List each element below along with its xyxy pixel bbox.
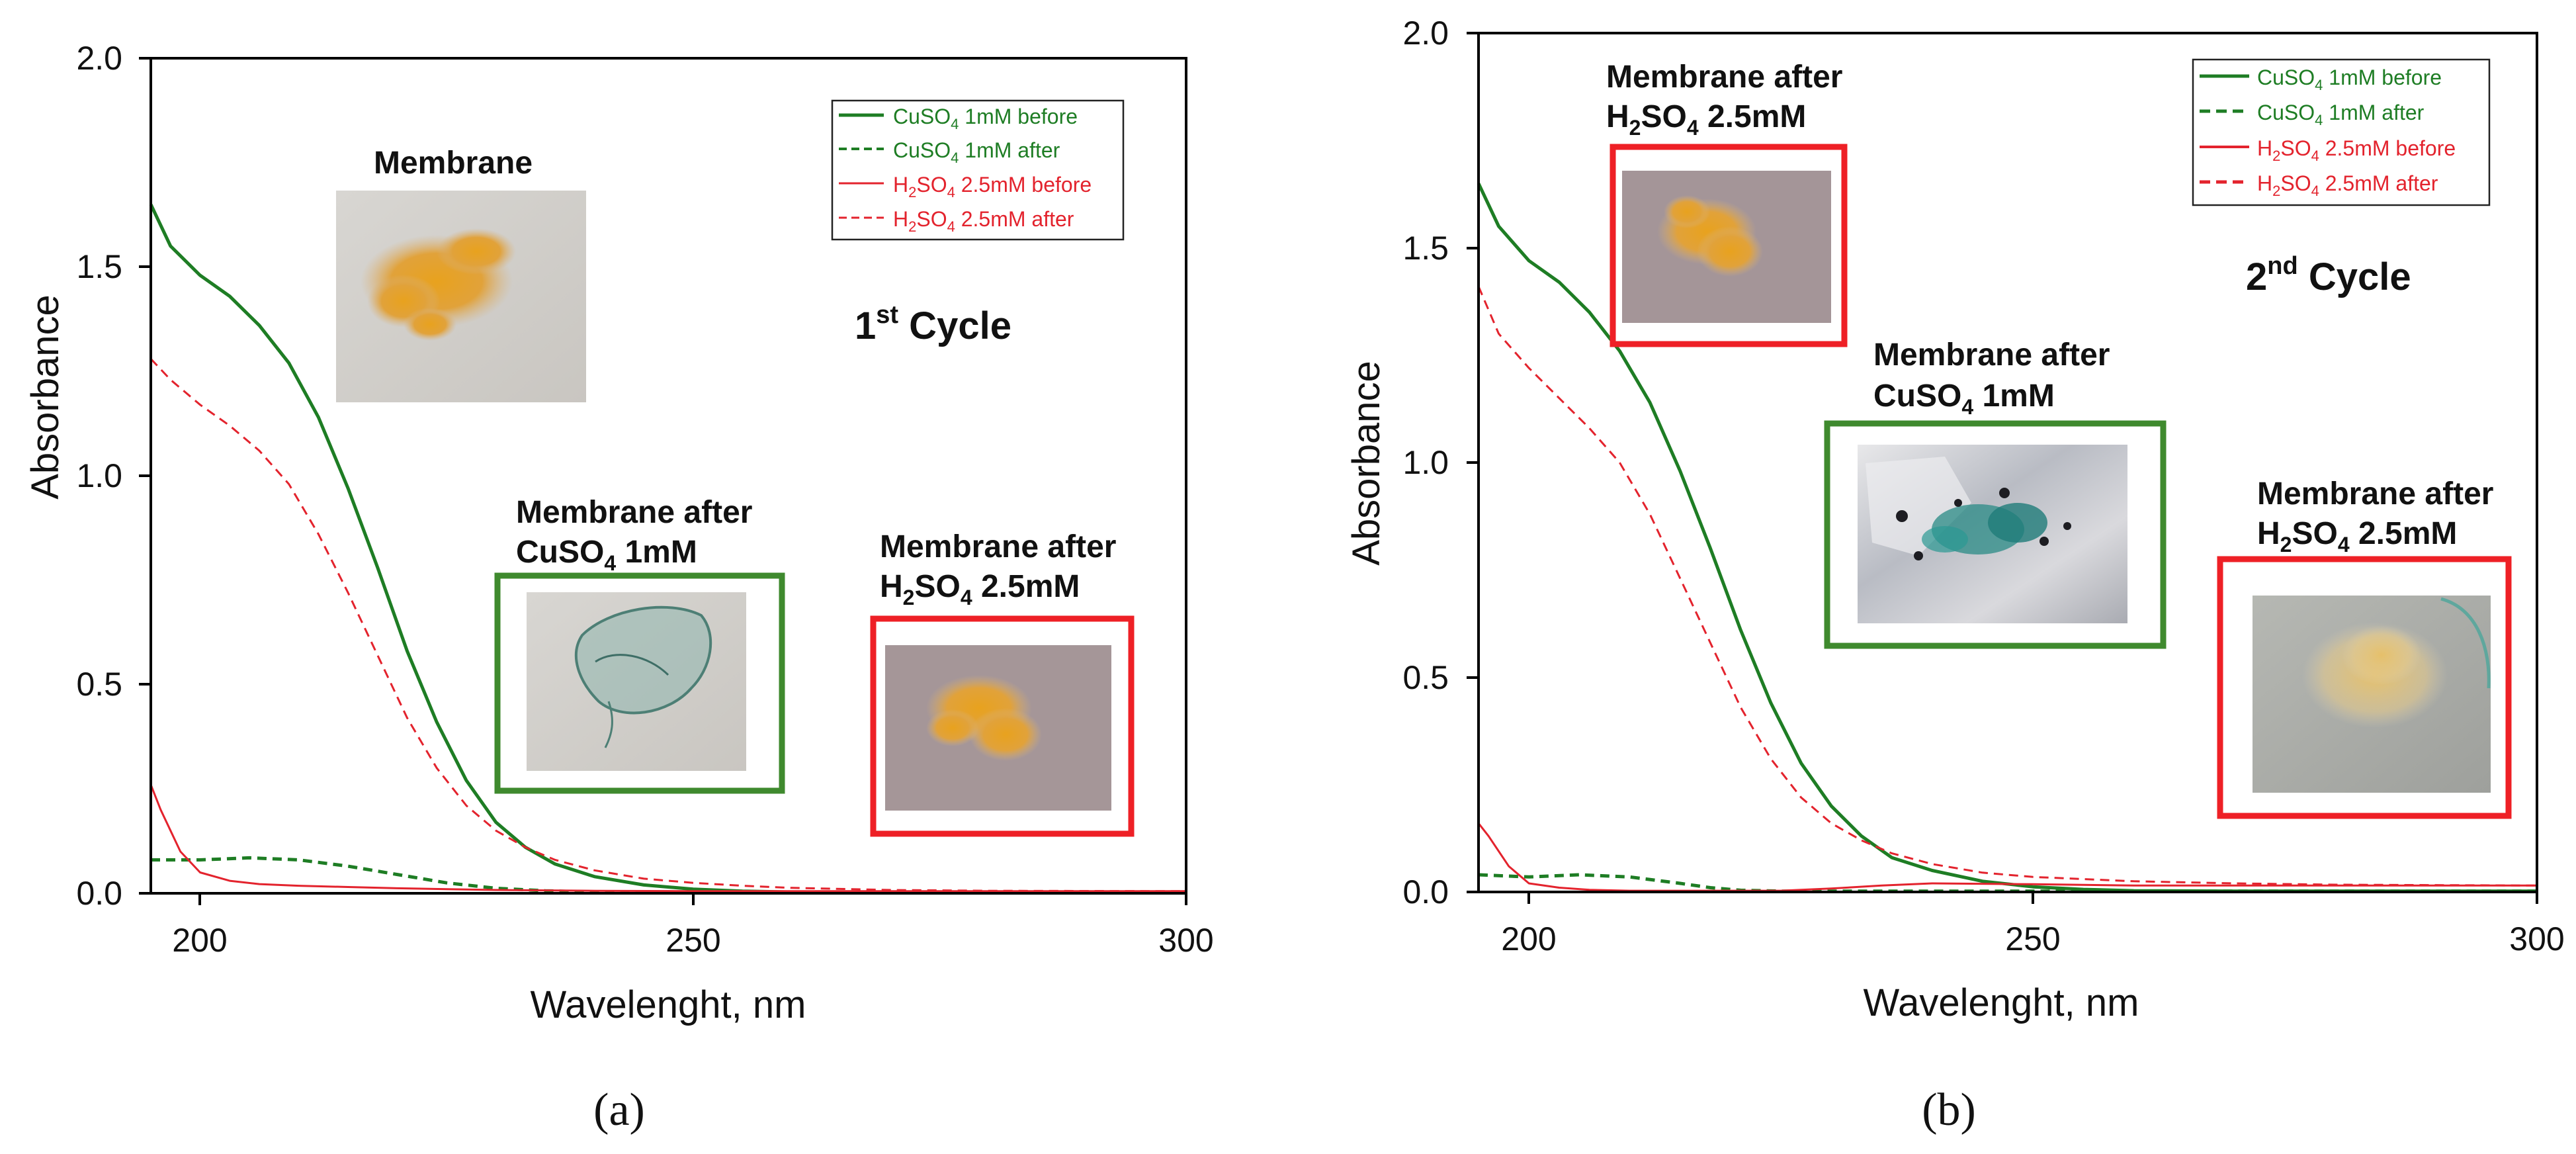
- legend: CuSO4 1mM before CuSO4 1mM after H2SO4 2…: [831, 99, 1125, 241]
- y-tick-label: 1.5: [1402, 230, 1449, 267]
- series-line: [150, 358, 1187, 893]
- inset-title: Membrane after: [1873, 337, 2110, 373]
- y-tick-label: 0.0: [1402, 873, 1449, 910]
- membrane-photo: [336, 191, 586, 402]
- legend-label: CuSO4 1mM before: [893, 105, 1078, 132]
- series-line: [151, 856, 1186, 895]
- inset-membrane-after-cuso4: Membrane after CuSO4 1mM: [1824, 337, 2167, 649]
- cycle-label: 1st Cycle: [855, 301, 1011, 347]
- x-axis-label: Wavelenght, nm: [1864, 981, 2139, 1024]
- x-tick-label: 200: [172, 922, 227, 959]
- y-tick-label: 1.5: [76, 248, 122, 285]
- legend-label: H2SO4 2.5mM before: [893, 173, 1092, 200]
- panel-label: (b): [1922, 1085, 1976, 1135]
- y-tick-label: 0.5: [76, 666, 122, 703]
- y-axis-label: Absorbance: [24, 294, 67, 500]
- y-tick-label: 1.0: [76, 457, 122, 494]
- legend-label: CuSO4 1mM after: [2257, 101, 2425, 128]
- inset-membrane-after-cuso4: Membrane after CuSO4 1mM: [494, 495, 785, 794]
- y-tick-label: 0.0: [76, 875, 122, 912]
- legend-label: CuSO4 1mM after: [893, 138, 1060, 166]
- cycle-label: 2nd Cycle: [2246, 252, 2411, 298]
- y-ticks: [139, 57, 151, 895]
- membrane-after-h2so4-photo: [2253, 596, 2491, 793]
- inset-title: H2SO4 2.5mM: [1606, 99, 1806, 140]
- inset-title: Membrane after: [1606, 60, 1842, 95]
- membrane-after-h2so4-photo: [1622, 171, 1831, 323]
- x-tick-label: 300: [2509, 920, 2564, 957]
- inset-title: Membrane after: [516, 495, 752, 530]
- panel-label: (a): [593, 1085, 645, 1135]
- inset-title: Membrane: [374, 146, 533, 181]
- y-tick-label: 2.0: [76, 40, 122, 77]
- membrane-after-cuso4-photo: [1858, 445, 2127, 623]
- inset-title: CuSO4 1mM: [1873, 378, 2055, 419]
- y-axis-label: Absorbance: [1345, 361, 1388, 566]
- inset-title: H2SO4 2.5mM: [2257, 516, 2457, 556]
- series-line: [1477, 822, 2537, 892]
- inset-membrane-after-h2so4: Membrane after H2SO4 2.5mM: [1606, 60, 1848, 347]
- x-tick-label: 250: [2005, 920, 2060, 957]
- x-tick-label: 300: [1158, 922, 1213, 959]
- x-axis-label: Wavelenght, nm: [531, 983, 806, 1026]
- membrane-after-h2so4-photo: [885, 645, 1111, 811]
- y-ticks: [1467, 32, 1479, 893]
- x-ticks: [1527, 892, 2538, 904]
- x-tick-label: 250: [665, 922, 720, 959]
- series-group: [149, 203, 1187, 895]
- inset-title: Membrane after: [880, 529, 1116, 564]
- x-ticks: [198, 893, 1187, 905]
- inset-title: H2SO4 2.5mM: [880, 569, 1080, 609]
- legend-label: H2SO4 2.5mM after: [893, 207, 1074, 235]
- membrane-after-cuso4-photo: [527, 592, 746, 771]
- x-tick-label: 200: [1501, 920, 1556, 957]
- y-tick-label: 2.0: [1402, 15, 1449, 52]
- legend: CuSO4 1mM before CuSO4 1mM after H2SO4 2…: [2192, 58, 2491, 206]
- series-line: [1477, 286, 2538, 887]
- panel-b: 2.0 1.5 1.0 0.5 0.0 200 250 300 Waveleng…: [1345, 15, 2565, 1135]
- inset-membrane-after-h2so4: Membrane after H2SO4 2.5mM: [870, 529, 1135, 837]
- series-line: [1477, 183, 2537, 893]
- series-line: [150, 784, 1186, 893]
- inset-title: CuSO4 1mM: [516, 535, 697, 575]
- legend-label: H2SO4 2.5mM before: [2257, 136, 2456, 164]
- inset-membrane: Membrane: [336, 146, 586, 402]
- panel-a: 2.0 1.5 1.0 0.5 0.0 200 250 300 Waveleng…: [24, 40, 1214, 1135]
- inset-title: Membrane after: [2257, 476, 2493, 511]
- legend-label: CuSO4 1mM before: [2257, 66, 2442, 93]
- inset-membrane-after-h2so4: Membrane after H2SO4 2.5mM: [2217, 476, 2512, 819]
- legend-label: H2SO4 2.5mM after: [2257, 171, 2438, 199]
- y-tick-label: 0.5: [1402, 659, 1449, 696]
- y-tick-label: 1.0: [1402, 444, 1449, 481]
